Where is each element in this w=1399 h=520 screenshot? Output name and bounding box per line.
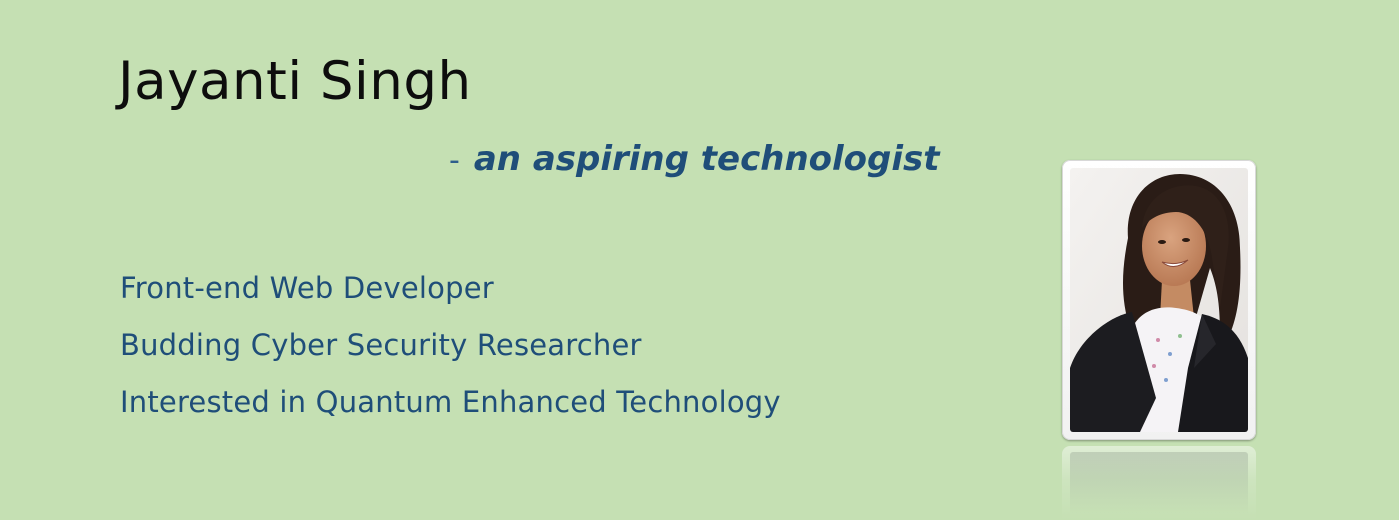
profile-photo-frame — [1062, 160, 1256, 440]
tagline: - an aspiring technologist — [449, 139, 940, 179]
photo-reflection — [1062, 446, 1256, 520]
roles-list: Front-end Web Developer Budding Cyber Se… — [120, 260, 781, 431]
role-item: Interested in Quantum Enhanced Technolog… — [120, 385, 781, 419]
profile-photo — [1070, 168, 1248, 432]
tagline-text: an aspiring technologist — [473, 139, 940, 179]
profile-name: Jayanti Singh — [118, 51, 472, 112]
tagline-dash: - — [449, 143, 460, 178]
role-item: Front-end Web Developer — [120, 271, 494, 305]
role-item: Budding Cyber Security Researcher — [120, 328, 642, 362]
